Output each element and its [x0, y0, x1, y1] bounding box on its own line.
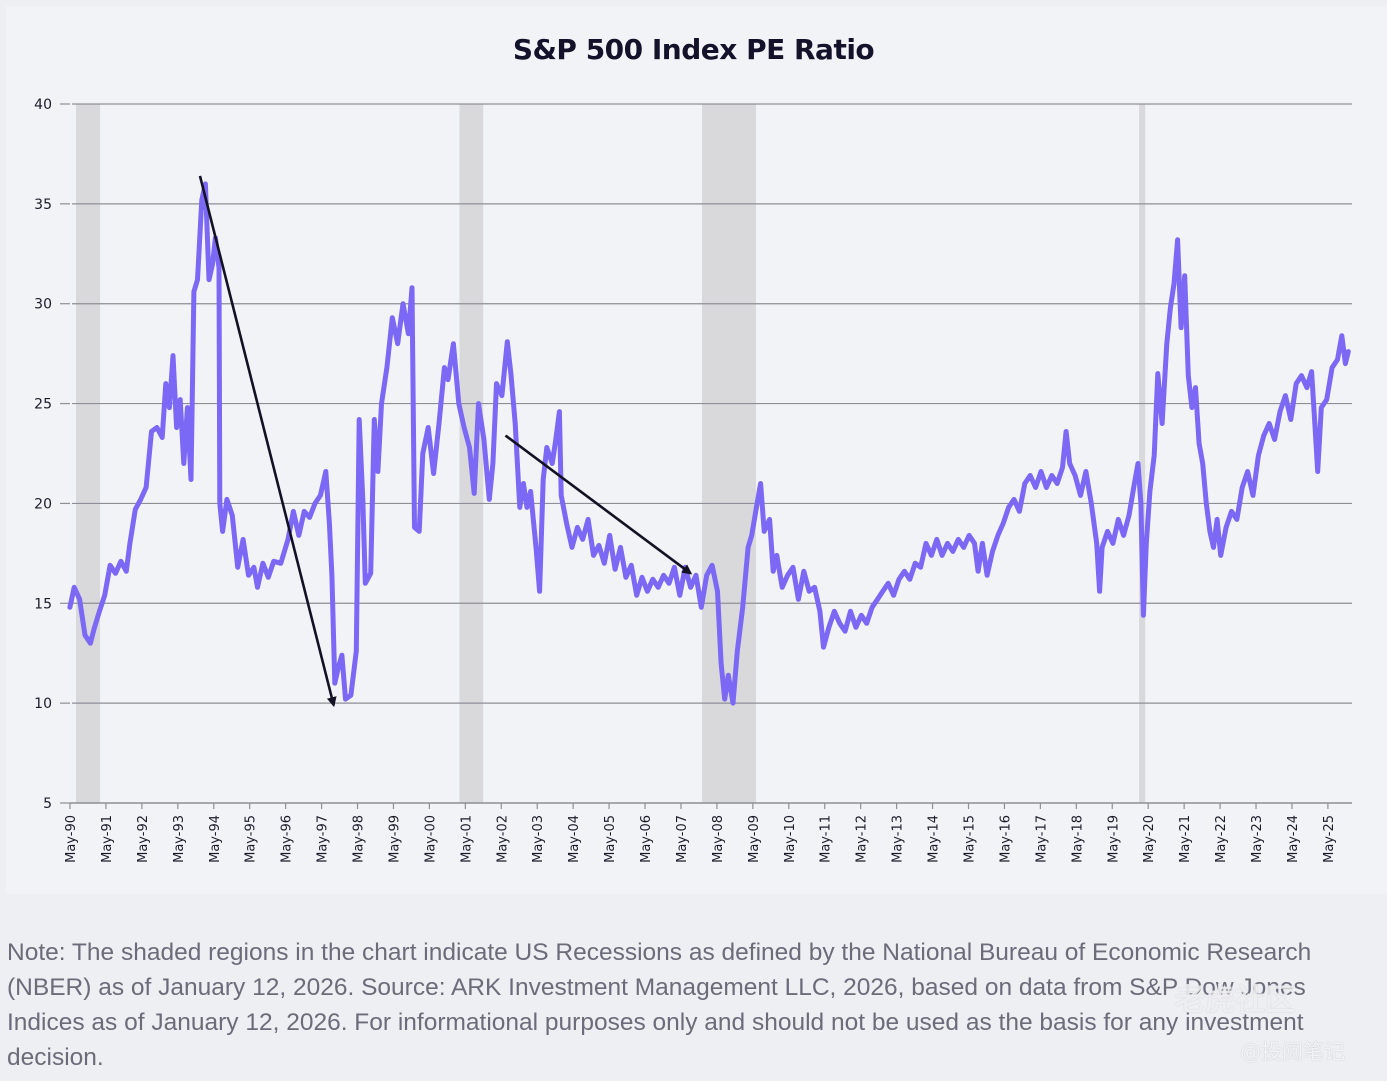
x-tick-label: May-90 — [64, 815, 79, 863]
x-tick-label: May-01 — [459, 815, 474, 863]
y-tick-label: 35 — [34, 197, 52, 213]
x-tick-label: May-16 — [998, 815, 1013, 863]
recession-band — [1139, 104, 1146, 803]
x-tick-label: May-10 — [783, 815, 798, 863]
x-tick-label: May-25 — [1322, 815, 1337, 863]
x-tick-label: May-06 — [639, 815, 654, 863]
x-tick-label: May-94 — [208, 815, 223, 863]
chart-footnote: Note: The shaded regions in the chart in… — [7, 939, 1312, 1071]
x-tick-label: May-93 — [172, 815, 187, 863]
x-tick-label: May-12 — [855, 815, 870, 863]
x-tick-label: May-05 — [603, 815, 618, 863]
watermark-secondary: @投阅笔记 — [1240, 1040, 1345, 1064]
x-tick-label: May-95 — [244, 815, 259, 863]
x-tick-label: May-23 — [1250, 815, 1265, 863]
x-tick-label: May-92 — [136, 815, 151, 863]
y-tick-label: 20 — [34, 496, 52, 512]
x-tick-label: May-97 — [316, 815, 331, 863]
y-tick-label: 10 — [34, 696, 52, 712]
x-tick-label: May-22 — [1214, 815, 1229, 863]
y-tick-label: 5 — [43, 796, 52, 812]
x-tick-label: May-99 — [387, 815, 402, 863]
x-tick-label: May-24 — [1286, 815, 1301, 863]
recession-band — [702, 104, 756, 803]
x-tick-label: May-11 — [819, 815, 834, 863]
x-tick-label: May-98 — [352, 815, 367, 863]
y-tick-label: 40 — [34, 97, 52, 113]
x-tick-label: May-17 — [1034, 815, 1049, 863]
y-tick-label: 25 — [34, 397, 52, 413]
x-tick-label: May-09 — [747, 815, 762, 863]
x-tick-label: May-02 — [495, 815, 510, 863]
watermark-primary: 老虎社区 — [1175, 983, 1295, 1018]
x-tick-label: May-96 — [280, 815, 295, 863]
y-tick-label: 15 — [34, 596, 52, 612]
trend-arrow — [198, 175, 337, 708]
pe-ratio-chart: 5 10 15 20 25 30 35 40 May-90 May-91 May-92 May-93… — [34, 97, 1352, 863]
x-tick-label: May-00 — [423, 815, 438, 863]
x-tick-label: May-91 — [100, 815, 115, 863]
x-tick-label: May-03 — [531, 815, 546, 863]
x-tick-label: May-14 — [927, 815, 942, 863]
x-tick-label: May-18 — [1070, 815, 1085, 863]
x-tick-label: May-19 — [1106, 815, 1121, 863]
chart-title: S&P 500 Index PE Ratio — [512, 33, 875, 66]
x-tick-label: May-15 — [963, 815, 978, 863]
pe-ratio-line — [67, 181, 1351, 706]
x-tick-label: May-21 — [1178, 815, 1193, 863]
trend-arrow — [504, 434, 693, 575]
x-tick-label: May-20 — [1142, 815, 1157, 863]
x-tick-label: May-13 — [891, 815, 906, 863]
recession-band — [75, 104, 101, 803]
y-tick-label: 30 — [34, 297, 52, 313]
x-tick-label: May-04 — [567, 815, 582, 863]
x-tick-label: May-07 — [675, 815, 690, 863]
x-tick-label: May-08 — [711, 815, 726, 863]
